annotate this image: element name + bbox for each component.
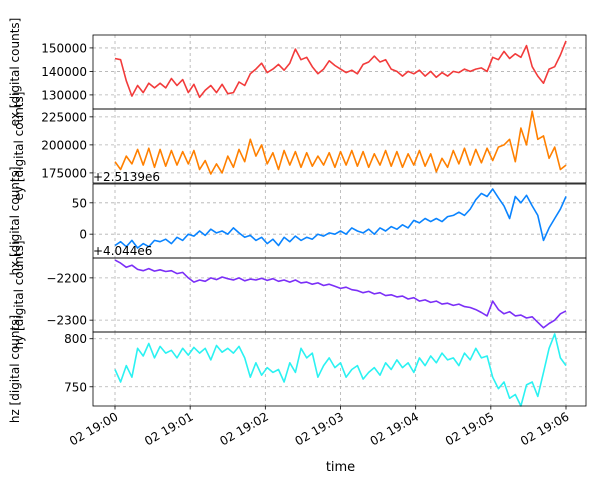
series-line-hy: [114, 259, 567, 329]
y-axis-label-hx: hx [digital counts]: [8, 166, 22, 275]
panel-ey: 175000 200000 225000 ey [digital counts]: [12, 92, 587, 201]
y-axis-label-hz: hz [digital counts]: [8, 315, 22, 423]
x-tick-label: 02 19:01: [142, 409, 195, 448]
panel-frame: [92, 183, 587, 259]
panel-frame: [92, 331, 587, 407]
y-tick-label-hx: 0: [79, 228, 87, 242]
x-axis: 02 19:00 02 19:01 02 19:02 02 19:03 02 19:04…: [67, 406, 572, 448]
panel-frame: [92, 34, 587, 110]
y-tick-label-ex: 130000: [41, 88, 87, 102]
series-line-ex: [114, 40, 567, 99]
y-axis-label-hy: hy [digital counts]: [12, 240, 26, 349]
panel-ex: 130000 140000 150000 ex [digital counts]: [8, 18, 587, 127]
panel-hz: 750 800 hz [digital counts]: [8, 315, 587, 423]
y-tick-label-ey: 225000: [41, 110, 87, 124]
x-tick-label: 02 19:02: [217, 409, 270, 448]
y-axis-label-ex: ex [digital counts]: [8, 18, 22, 127]
x-tick-label: 02 19:05: [443, 409, 496, 448]
y-tick-label-hy: −2200: [46, 271, 87, 285]
y-tick-label-ex: 140000: [41, 65, 87, 79]
panel-frame: [92, 108, 587, 184]
y-tick-label-hx: 50: [72, 196, 87, 210]
y-tick-label-hz: 750: [64, 380, 87, 394]
y-tick-label-ey: 175000: [41, 166, 87, 180]
series-line-ey: [114, 110, 567, 175]
series-line-hz: [114, 333, 567, 407]
y-tick-label-ey: 200000: [41, 138, 87, 152]
x-tick-label: 02 19:03: [293, 409, 346, 448]
panel-frame: [92, 257, 587, 333]
y-tick-label-hz: 800: [64, 332, 87, 346]
panel-hx: 0 50 hx [digital counts] +2.5139e6: [8, 166, 587, 276]
x-tick-label: 02 19:00: [67, 409, 120, 448]
y-axis-label-ey: ey [digital counts]: [12, 92, 26, 201]
series-line-hx: [114, 188, 567, 249]
y-tick-label-hy: −2300: [46, 314, 87, 328]
x-tick-label: 02 19:06: [518, 409, 571, 448]
y-tick-label-ex: 150000: [41, 41, 87, 55]
offset-label-hy: +4.044e6: [93, 244, 152, 258]
panel-hy: −2300 −2200 hy [digital counts] +4.044e6: [12, 240, 587, 350]
x-axis-label: time: [326, 460, 355, 475]
offset-label-hx: +2.5139e6: [93, 170, 160, 184]
x-tick-label: 02 19:04: [368, 409, 421, 448]
